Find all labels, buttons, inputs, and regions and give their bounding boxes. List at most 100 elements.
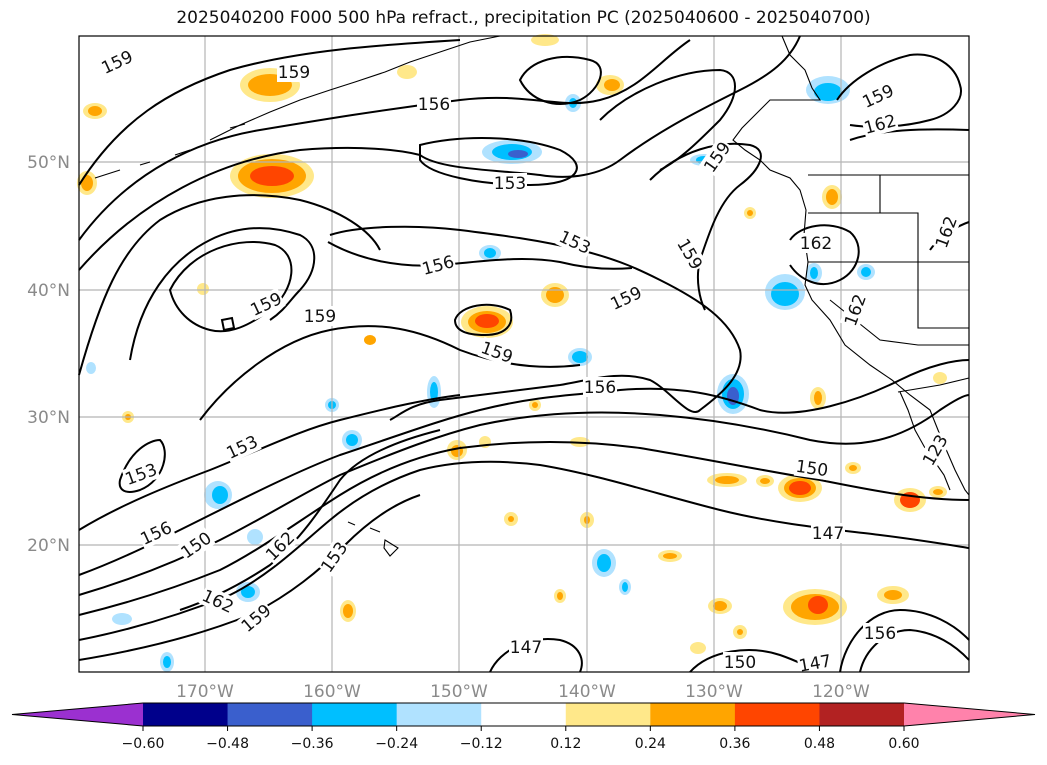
lon-label: 150°W bbox=[430, 682, 488, 702]
precip-blob bbox=[933, 489, 943, 495]
contour-line bbox=[839, 608, 970, 673]
contour-label-bg bbox=[606, 281, 646, 315]
contour-label-bg bbox=[860, 109, 900, 139]
colorbar-segment bbox=[227, 703, 313, 726]
map-frame bbox=[78, 35, 970, 673]
contour-line bbox=[78, 441, 970, 616]
contour-label-bg bbox=[793, 455, 831, 481]
precip-blob bbox=[884, 590, 902, 600]
contour-label-bg bbox=[277, 62, 311, 82]
contour-label-bg bbox=[417, 94, 451, 114]
precip-blob bbox=[814, 391, 822, 405]
aleutian-islands bbox=[94, 123, 246, 179]
precip-blob bbox=[713, 601, 727, 611]
contour-label: 147 bbox=[510, 638, 542, 658]
lat-label: 50°N bbox=[27, 153, 70, 173]
graticule bbox=[79, 36, 969, 672]
precipitation-shading bbox=[77, 34, 947, 672]
contour-line bbox=[199, 325, 581, 421]
lon-label: 170°W bbox=[176, 682, 234, 702]
contour-line bbox=[78, 194, 381, 376]
precip-blob bbox=[112, 613, 132, 625]
contour-line bbox=[859, 628, 970, 673]
precip-blob bbox=[508, 516, 514, 522]
contour-label-bg bbox=[811, 523, 845, 543]
precip-blob bbox=[430, 382, 438, 402]
precip-blob bbox=[760, 478, 770, 484]
contour-label-bg bbox=[839, 290, 871, 330]
contour-label-bg bbox=[863, 623, 897, 643]
colorbar-segment bbox=[481, 703, 567, 726]
state-border bbox=[808, 175, 969, 346]
precip-blob bbox=[250, 166, 294, 186]
colorbar-extend-max bbox=[904, 703, 1035, 726]
precip-blob bbox=[808, 596, 828, 614]
contour-label-bg bbox=[418, 250, 458, 280]
contour-label-bg bbox=[198, 584, 238, 618]
hawaii-islands bbox=[347, 521, 399, 557]
precip-blob bbox=[557, 592, 563, 600]
precip-blob bbox=[814, 83, 842, 101]
contour-label: 150 bbox=[724, 653, 756, 673]
contour-line bbox=[220, 316, 236, 332]
precip-blob bbox=[397, 65, 417, 79]
precip-blob bbox=[451, 445, 463, 457]
colorbar-tick-label: −0.24 bbox=[375, 736, 418, 752]
precip-blob bbox=[475, 314, 499, 328]
precip-blob bbox=[747, 210, 753, 216]
contour-line bbox=[129, 227, 316, 361]
contour-line bbox=[489, 638, 583, 673]
contour-label-bg bbox=[858, 79, 898, 113]
contour-label-bg bbox=[583, 377, 617, 397]
precip-blob bbox=[247, 529, 263, 545]
colorbar-segments bbox=[11, 702, 1036, 727]
contour-line bbox=[599, 68, 736, 171]
contour-label-bg bbox=[121, 458, 161, 490]
precip-blob bbox=[364, 335, 376, 345]
precip-blob bbox=[241, 586, 255, 598]
contour-label-bg bbox=[246, 287, 286, 321]
precip-blob bbox=[810, 267, 818, 279]
precip-blob bbox=[346, 434, 358, 446]
contour-line bbox=[419, 137, 578, 187]
precip-blob bbox=[572, 351, 588, 363]
colorbar-tick-label: 0.36 bbox=[719, 736, 750, 752]
colorbar-tick-label: −0.36 bbox=[291, 736, 334, 752]
contour-line bbox=[453, 303, 513, 337]
lat-label: 30°N bbox=[27, 408, 70, 428]
contour-label-bg bbox=[176, 527, 216, 563]
contour-line bbox=[329, 225, 742, 421]
colorbar-tick-label: 0.12 bbox=[550, 736, 581, 752]
contour-label: 156 bbox=[418, 95, 450, 115]
precip-blob bbox=[546, 287, 564, 303]
contour-label-bg bbox=[136, 516, 176, 550]
precip-blob bbox=[484, 248, 496, 258]
contour-label-bg bbox=[477, 336, 517, 368]
contour-label-bg bbox=[303, 306, 337, 326]
precip-blob bbox=[715, 476, 739, 484]
colorbar-segment bbox=[734, 703, 820, 726]
contour-line bbox=[518, 56, 602, 105]
contour-line bbox=[179, 429, 441, 611]
precip-blob bbox=[663, 553, 677, 559]
latitude-axis: 50°N 40°N 30°N 20°N bbox=[27, 153, 70, 556]
precip-blob bbox=[690, 642, 706, 654]
colorbar-tick-label: 0.60 bbox=[888, 736, 919, 752]
precip-blob bbox=[622, 582, 628, 592]
colorbar-tick-label: −0.48 bbox=[206, 736, 249, 752]
contour-label: 153 bbox=[494, 174, 526, 194]
colorbar-tick-label: 0.48 bbox=[804, 736, 835, 752]
contour-label-bg bbox=[930, 212, 962, 252]
precip-blob bbox=[789, 481, 811, 495]
precip-blob bbox=[771, 282, 799, 306]
longitude-axis: 170°W 160°W 150°W 140°W 130°W 120°W bbox=[176, 682, 870, 702]
contour-label: 159 bbox=[304, 307, 336, 327]
contour-label-bg bbox=[260, 526, 300, 566]
contour-line bbox=[836, 53, 962, 128]
colorbar-extend-min bbox=[12, 703, 143, 726]
precip-blob bbox=[597, 554, 611, 572]
contour-label-bg bbox=[555, 225, 595, 259]
precip-blob bbox=[508, 150, 528, 158]
contour-label-bg bbox=[799, 233, 833, 253]
precip-blob bbox=[826, 189, 838, 205]
